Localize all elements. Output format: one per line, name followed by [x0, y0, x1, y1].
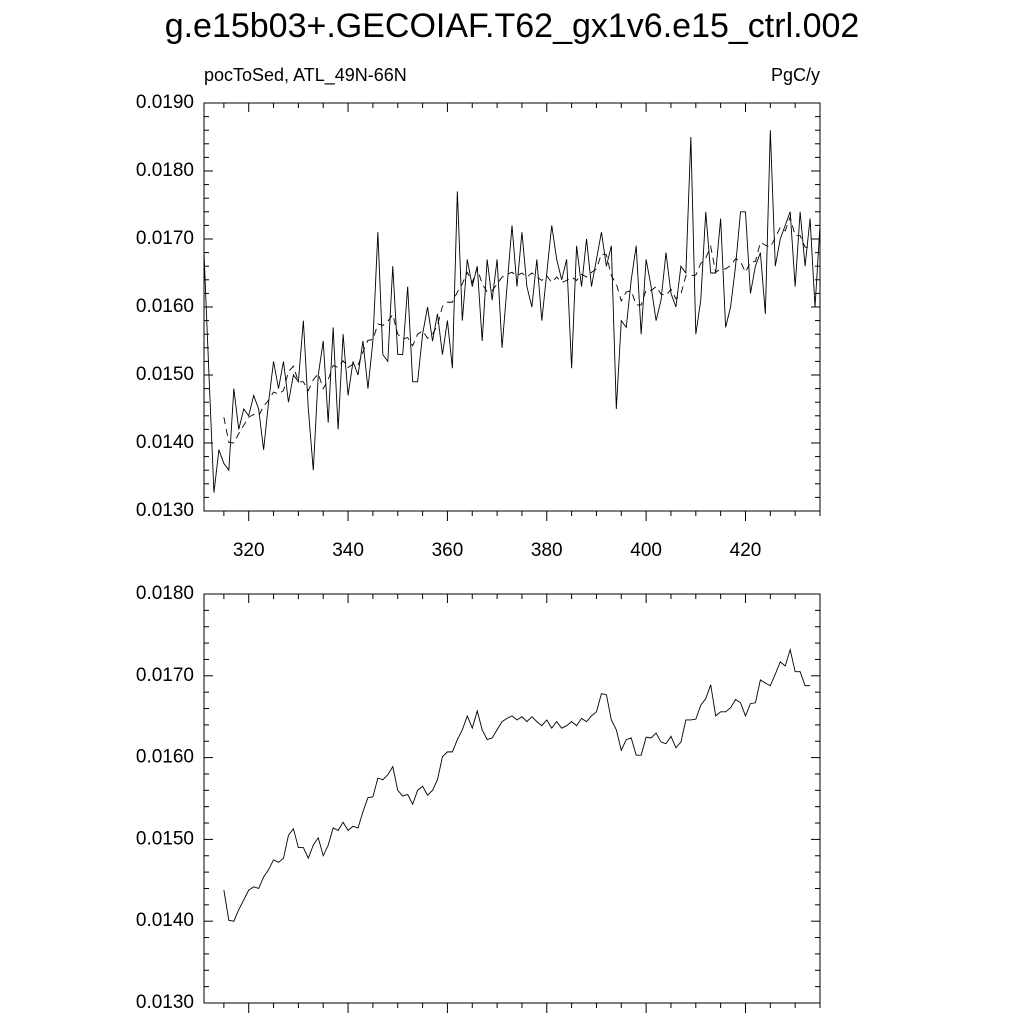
x-tick-label: 420 [730, 540, 762, 561]
y-tick-label: 0.0140 [136, 910, 194, 931]
series-line [223, 647, 811, 922]
y-tick-label: 0.0140 [136, 432, 194, 453]
plot-frame [203, 593, 821, 1004]
subtitle-right: PgC/y [771, 65, 820, 85]
y-tick-label: 0.0160 [136, 296, 194, 317]
plot-frame [203, 102, 821, 512]
y-tick-label: 0.0190 [136, 92, 194, 113]
x-tick-label: 380 [531, 540, 563, 561]
y-tick-label: 0.0130 [136, 500, 194, 521]
y-tick-label: 0.0180 [136, 583, 194, 604]
subtitle-left: pocToSed, ATL_49N-66N [204, 65, 407, 86]
y-tick-label: 0.0170 [136, 665, 194, 686]
x-tick-label: 320 [233, 540, 265, 561]
y-tick-label: 0.0170 [136, 228, 194, 249]
chart-title: g.e15b03+.GECOIAF.T62_gx1v6.e15_ctrl.002 [165, 7, 860, 45]
y-tick-label: 0.0160 [136, 747, 194, 768]
series-line [203, 130, 821, 493]
y-tick-label: 0.0180 [136, 160, 194, 181]
y-tick-label: 0.0150 [136, 364, 194, 385]
y-tick-label: 0.0150 [136, 828, 194, 849]
x-tick-label: 400 [630, 540, 662, 561]
x-tick-label: 340 [332, 540, 364, 561]
y-tick-label: 0.0130 [136, 992, 194, 1013]
x-tick-label: 360 [432, 540, 464, 561]
